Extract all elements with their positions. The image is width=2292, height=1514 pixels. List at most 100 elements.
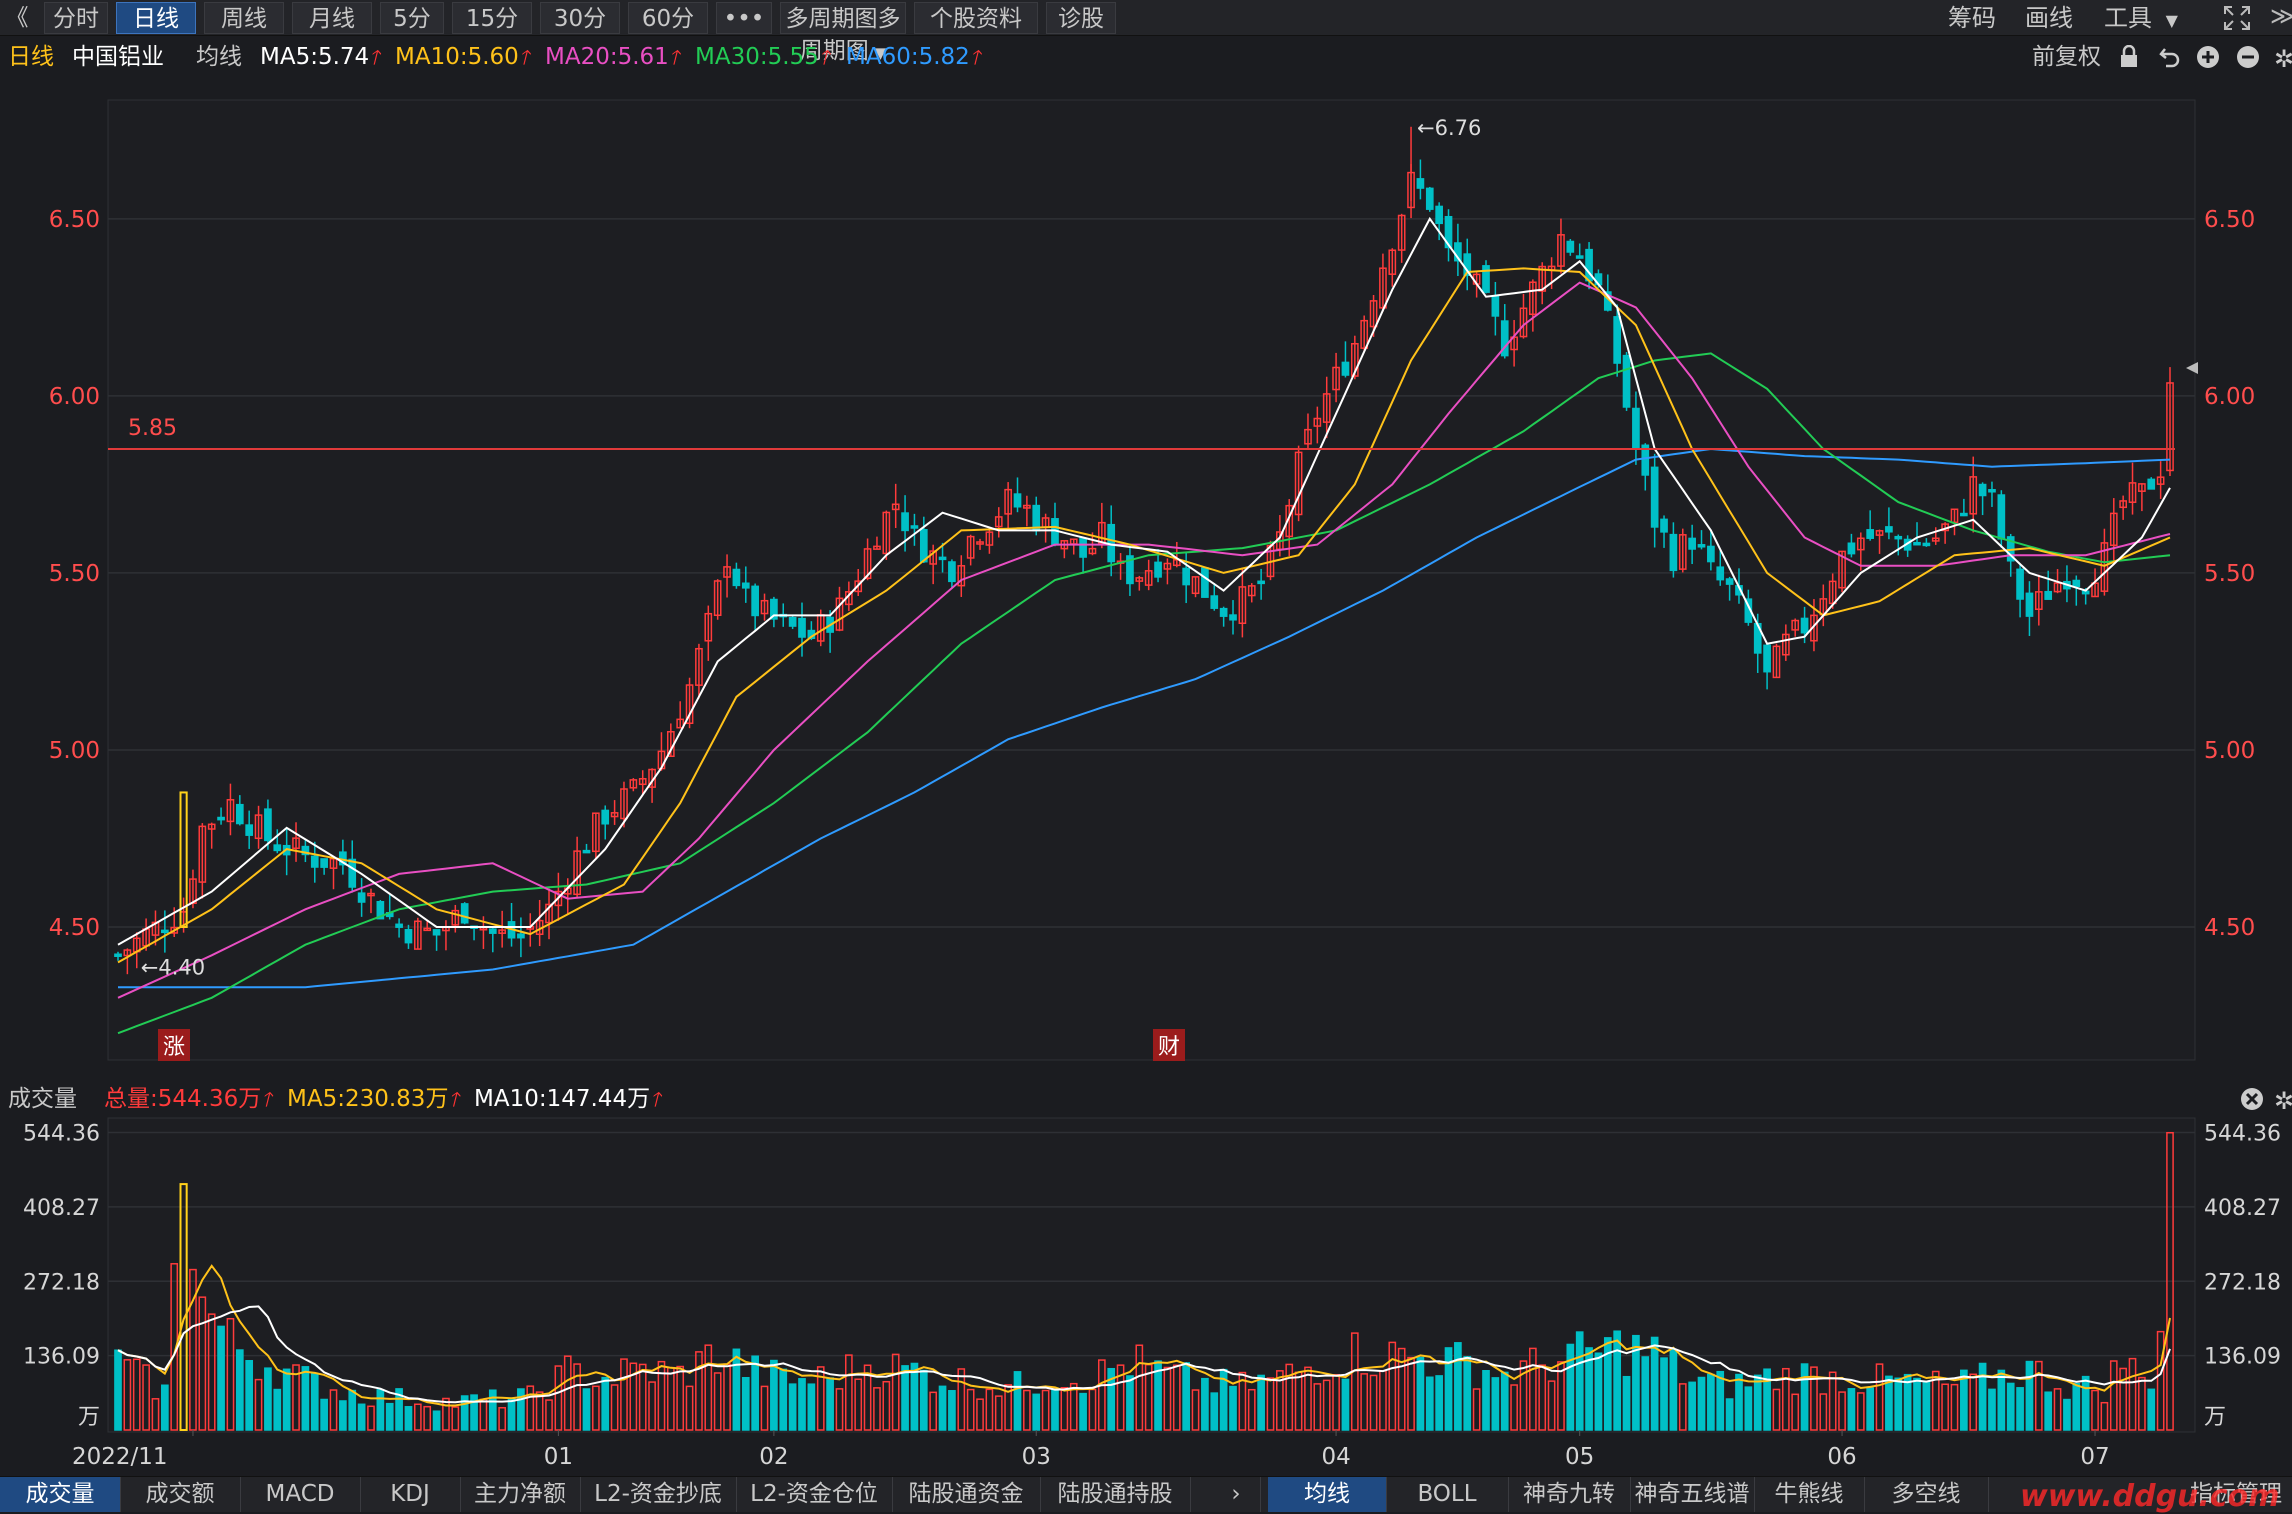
candle-up — [1538, 265, 1547, 292]
arrow-up-icon: 🡑 — [518, 45, 530, 69]
candle-up — [1388, 249, 1397, 275]
volume-bar-down — [1435, 1375, 1443, 1431]
fullscreen-icon[interactable] — [2222, 4, 2252, 36]
period-tab-4[interactable]: 5分 — [380, 2, 444, 34]
volume-bar-up — [198, 1296, 207, 1431]
indicator-tab-left-5[interactable]: L2-资金抄底 — [580, 1477, 737, 1512]
volume-bar-up — [816, 1366, 825, 1431]
tools-menu[interactable]: 工具 ▼ — [2104, 2, 2178, 34]
chevron-down-icon: ▼ — [2165, 11, 2178, 30]
zoom-out-icon[interactable] — [2236, 45, 2260, 79]
period-tab-1[interactable]: 日线 — [116, 2, 196, 34]
candle-up — [1350, 343, 1359, 377]
chips-button[interactable]: 筹码 — [1948, 4, 1996, 32]
period-tab-10[interactable]: 个股资料 — [914, 2, 1038, 34]
volume-ma5: MA5:230.83万🡑 — [287, 1086, 459, 1112]
candle-up — [620, 788, 628, 820]
indicator-tabs: 成交量 成交额 MACD KDJ 主力净额 L2-资金抄底 L2-资金仓位 陆股通资金 陆股通持… — [0, 1476, 2292, 1514]
marker-zhang[interactable]: 涨 — [158, 1029, 190, 1061]
indicator-tab-right-0[interactable]: 均线 — [1268, 1477, 1387, 1512]
volume-bar-up — [1116, 1364, 1125, 1431]
period-tab-2[interactable]: 周线 — [204, 2, 284, 34]
indicator-tab-left-6[interactable]: L2-资金仓位 — [736, 1477, 893, 1512]
tabs-scroll-button[interactable]: › — [1212, 1477, 1261, 1512]
adjust-mode[interactable]: 前复权 — [2032, 44, 2101, 70]
indicator-tab-left-2[interactable]: MACD — [240, 1477, 361, 1512]
volume-tick-left: 544.36 — [23, 1122, 100, 1147]
volume-bar-down — [751, 1355, 759, 1431]
indicator-tab-left-1[interactable]: 成交额 — [120, 1477, 241, 1512]
volume-bar-down — [1903, 1373, 1912, 1431]
candle-down — [460, 903, 469, 924]
candle-up — [1023, 504, 1031, 509]
indicator-tab-right-5[interactable]: 多空线 — [1864, 1477, 1989, 1512]
indicator-tab-left-0[interactable]: 成交量 — [0, 1477, 121, 1512]
period-tab-3[interactable]: 月线 — [292, 2, 372, 34]
candle-down — [1847, 542, 1856, 555]
volume-bar-up — [1538, 1364, 1547, 1431]
volume-bar-up — [545, 1399, 553, 1431]
volume-bar-up — [254, 1378, 263, 1431]
candle-up — [985, 531, 994, 546]
volume-bar-down — [385, 1402, 394, 1431]
volume-bar-up — [695, 1351, 703, 1431]
close-indicator-icon[interactable] — [2240, 1087, 2264, 1121]
candle-down — [1416, 178, 1425, 189]
period-tab-6[interactable]: 30分 — [540, 2, 620, 34]
ma10-legend: MA10:5.60🡑 — [395, 44, 530, 70]
collapse-button[interactable]: 《 — [5, 5, 29, 31]
period-tab-11[interactable]: 诊股 — [1046, 2, 1116, 34]
indicator-manage-button[interactable]: 指标管理 — [2190, 1481, 2282, 1507]
indicator-tab-right-2[interactable]: 神奇九转 — [1508, 1477, 1631, 1512]
candle-down — [1960, 512, 1968, 517]
indicator-tab-left-4[interactable]: 主力净额 — [460, 1477, 581, 1512]
indicator-tab-left-8[interactable]: 陆股通持股 — [1040, 1477, 1191, 1512]
lock-icon[interactable] — [2118, 44, 2140, 79]
kline-chart[interactable]: 5.85 ←6.76 ←4.40 涨 财 6.50 6.00 5.50 5.00 4.5… — [0, 0, 2292, 1476]
volume-bar-down — [938, 1385, 947, 1431]
volume-tick-right: 544.36 — [2204, 1122, 2281, 1147]
close-panel-icon[interactable]: ≫ — [2270, 2, 2292, 30]
draw-line-button[interactable]: 画线 — [2025, 4, 2073, 32]
volume-label[interactable]: 成交量 — [8, 1086, 77, 1112]
candle-down — [1885, 526, 1893, 533]
marker-cai[interactable]: 财 — [1153, 1029, 1185, 1061]
candle-up — [592, 812, 600, 853]
candle-up — [723, 566, 731, 578]
volume-bar-highlight — [179, 1183, 188, 1432]
ma-lines — [117, 216, 2171, 1035]
period-tab-8[interactable]: ••• — [716, 2, 772, 34]
price-tick-left: 5.00 — [49, 738, 100, 764]
ma-label[interactable]: 均线 — [196, 44, 242, 70]
candle-down — [310, 855, 319, 868]
zoom-in-icon[interactable] — [2196, 45, 2220, 79]
indicator-tab-right-1[interactable]: BOLL — [1386, 1477, 1509, 1512]
indicator-tab-left-3[interactable]: KDJ — [360, 1477, 461, 1512]
undo-icon[interactable] — [2158, 45, 2182, 79]
candle-down — [1500, 320, 1509, 357]
settings-icon[interactable]: ✲ — [2274, 1087, 2292, 1115]
indicator-tab-right-4[interactable]: 牛熊线 — [1754, 1477, 1865, 1512]
candle-down — [348, 858, 357, 888]
candle-down — [161, 929, 169, 934]
volume-bar-up — [1304, 1366, 1312, 1431]
period-tab-7[interactable]: 60分 — [628, 2, 708, 34]
candle-up — [1304, 428, 1312, 445]
volume-bar-down — [1416, 1356, 1425, 1431]
volume-bar-down — [432, 1410, 441, 1431]
candle-down — [948, 561, 956, 583]
volume-bar-up — [1828, 1371, 1837, 1431]
volume-bar-up — [2034, 1360, 2043, 1431]
volume-bar-up — [863, 1364, 872, 1431]
indicator-tab-left-7[interactable]: 陆股通资金 — [892, 1477, 1041, 1512]
volume-bar-up — [854, 1378, 863, 1431]
candle-up — [976, 541, 984, 545]
stock-name[interactable]: 中国铝业 — [72, 44, 164, 70]
settings-icon[interactable]: ✲ — [2274, 45, 2292, 73]
period-tab-9[interactable]: 多周期图多周期图 ▼ — [780, 2, 906, 64]
indicator-tab-right-3[interactable]: 神奇五线谱 — [1630, 1477, 1755, 1512]
period-tab-0[interactable]: 分时 — [44, 2, 108, 34]
volume-bar-up — [1875, 1363, 1884, 1431]
current-price-marker — [2186, 362, 2198, 374]
period-tab-5[interactable]: 15分 — [452, 2, 532, 34]
